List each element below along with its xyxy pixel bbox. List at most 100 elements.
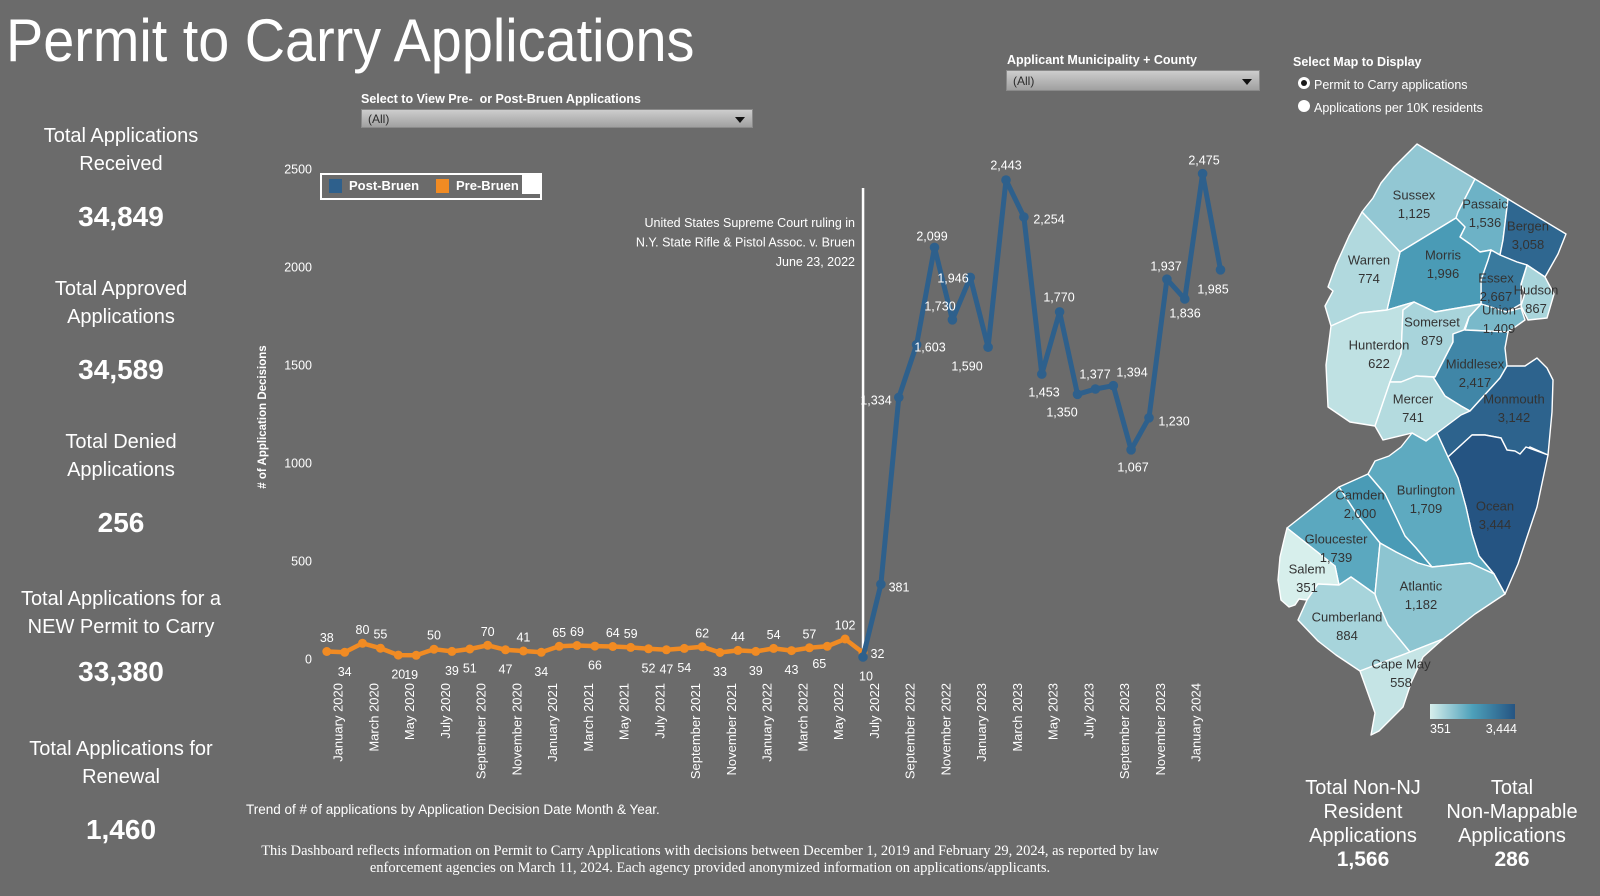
svg-text:1,394: 1,394 (1116, 366, 1147, 380)
svg-text:Morris: Morris (1425, 248, 1462, 263)
svg-text:1,453: 1,453 (1028, 386, 1059, 400)
svg-text:47: 47 (659, 662, 673, 676)
svg-text:65: 65 (812, 657, 826, 671)
svg-text:January 2020: January 2020 (331, 683, 346, 762)
svg-text:20: 20 (391, 668, 405, 682)
svg-text:38: 38 (320, 631, 334, 645)
svg-text:64: 64 (606, 626, 620, 640)
svg-text:N.Y. State Rifle & Pistol Asso: N.Y. State Rifle & Pistol Assoc. v. Brue… (636, 236, 855, 250)
svg-text:Union: Union (1482, 303, 1516, 318)
svg-text:44: 44 (731, 630, 745, 644)
svg-text:33: 33 (713, 665, 727, 679)
svg-text:1,125: 1,125 (1398, 206, 1431, 221)
svg-text:Camden: Camden (1335, 488, 1384, 503)
svg-text:2500: 2500 (284, 162, 312, 176)
svg-text:3,142: 3,142 (1498, 410, 1531, 425)
svg-text:May 2023: May 2023 (1046, 683, 1061, 740)
svg-text:1,603: 1,603 (914, 341, 945, 355)
svg-text:1,985: 1,985 (1197, 283, 1228, 297)
svg-text:Hunterdon: Hunterdon (1349, 338, 1410, 353)
svg-text:July 2023: July 2023 (1081, 683, 1096, 739)
svg-text:November 2021: November 2021 (724, 683, 739, 776)
svg-text:January 2022: January 2022 (760, 683, 775, 762)
svg-text:1,937: 1,937 (1150, 260, 1181, 274)
svg-text:884: 884 (1336, 628, 1358, 643)
svg-text:54: 54 (677, 661, 691, 675)
svg-text:43: 43 (785, 663, 799, 677)
svg-text:Cumberland: Cumberland (1312, 610, 1383, 625)
svg-text:2,667: 2,667 (1480, 289, 1513, 304)
svg-text:1,067: 1,067 (1117, 461, 1148, 475)
svg-text:55: 55 (373, 628, 387, 642)
svg-text:November 2023: November 2023 (1153, 683, 1168, 776)
svg-text:May 2021: May 2021 (617, 683, 632, 740)
svg-text:774: 774 (1358, 271, 1380, 286)
svg-text:3,058: 3,058 (1512, 237, 1545, 252)
svg-text:United States Supreme Court ru: United States Supreme Court ruling in (644, 216, 855, 230)
svg-text:November 2022: November 2022 (938, 683, 953, 776)
svg-text:July 2020: July 2020 (438, 683, 453, 739)
svg-text:1,709: 1,709 (1410, 501, 1443, 516)
svg-text:1,536: 1,536 (1469, 215, 1502, 230)
svg-text:September 2021: September 2021 (688, 683, 703, 779)
svg-text:May 2022: May 2022 (831, 683, 846, 740)
svg-text:351: 351 (1296, 580, 1318, 595)
svg-text:41: 41 (516, 631, 530, 645)
svg-text:558: 558 (1390, 675, 1412, 690)
svg-text:Hudson: Hudson (1514, 283, 1559, 298)
svg-text:1000: 1000 (284, 456, 312, 470)
svg-text:June 23, 2022: June 23, 2022 (776, 255, 855, 269)
svg-text:January 2023: January 2023 (974, 683, 989, 762)
svg-text:September 2020: September 2020 (474, 683, 489, 779)
svg-text:1,334: 1,334 (860, 394, 891, 408)
svg-text:1,350: 1,350 (1046, 406, 1077, 420)
svg-text:March 2023: March 2023 (1010, 683, 1025, 752)
svg-text:Somerset: Somerset (1404, 315, 1460, 330)
svg-text:59: 59 (624, 627, 638, 641)
svg-text:Sussex: Sussex (1393, 188, 1436, 203)
svg-text:Bergen: Bergen (1507, 219, 1549, 234)
svg-text:Cape May: Cape May (1371, 657, 1431, 672)
svg-text:1,836: 1,836 (1169, 307, 1200, 321)
svg-text:2000: 2000 (284, 260, 312, 274)
svg-text:Gloucester: Gloucester (1305, 532, 1369, 547)
svg-text:65: 65 (552, 626, 566, 640)
svg-text:1,946: 1,946 (937, 272, 968, 286)
svg-text:Ocean: Ocean (1476, 499, 1514, 514)
svg-text:32: 32 (871, 647, 885, 661)
svg-text:Middlesex: Middlesex (1446, 357, 1505, 372)
svg-text:# of Application Decisions: # of Application Decisions (257, 345, 269, 488)
svg-text:879: 879 (1421, 333, 1443, 348)
svg-text:1,770: 1,770 (1043, 291, 1074, 305)
svg-text:34: 34 (338, 665, 352, 679)
svg-text:3,444: 3,444 (1479, 517, 1512, 532)
svg-text:80: 80 (356, 623, 370, 637)
svg-text:52: 52 (642, 661, 656, 675)
svg-text:March 2020: March 2020 (366, 683, 381, 752)
svg-text:1,377: 1,377 (1079, 368, 1110, 382)
svg-text:1,996: 1,996 (1427, 266, 1460, 281)
svg-text:July 2022: July 2022 (867, 683, 882, 739)
svg-text:2,417: 2,417 (1459, 375, 1492, 390)
svg-text:66: 66 (588, 659, 602, 673)
svg-text:May 2020: May 2020 (402, 683, 417, 740)
svg-text:57: 57 (802, 627, 816, 641)
svg-text:January 2024: January 2024 (1189, 683, 1204, 762)
svg-text:51: 51 (463, 662, 477, 676)
svg-text:19: 19 (404, 668, 418, 682)
svg-text:January 2021: January 2021 (545, 683, 560, 762)
svg-text:March 2021: March 2021 (581, 683, 596, 752)
svg-text:Atlantic: Atlantic (1400, 579, 1443, 594)
svg-text:39: 39 (445, 664, 459, 678)
svg-text:July 2021: July 2021 (652, 683, 667, 739)
svg-text:September 2022: September 2022 (903, 683, 918, 779)
svg-text:2,443: 2,443 (990, 159, 1021, 173)
svg-text:381: 381 (889, 581, 910, 595)
svg-text:39: 39 (749, 664, 763, 678)
svg-text:2,254: 2,254 (1033, 213, 1064, 227)
svg-text:Essex: Essex (1478, 271, 1514, 286)
svg-text:500: 500 (291, 555, 312, 569)
svg-text:1,409: 1,409 (1483, 321, 1516, 336)
svg-text:47: 47 (499, 662, 513, 676)
svg-text:March 2022: March 2022 (795, 683, 810, 752)
